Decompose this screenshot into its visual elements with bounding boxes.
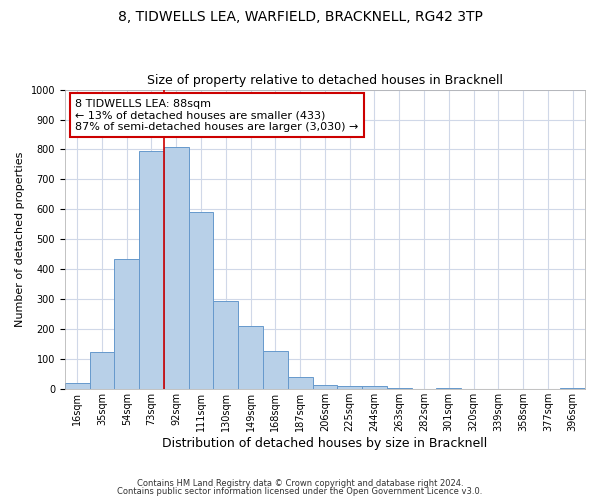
- Title: Size of property relative to detached houses in Bracknell: Size of property relative to detached ho…: [147, 74, 503, 87]
- Text: Contains public sector information licensed under the Open Government Licence v3: Contains public sector information licen…: [118, 487, 482, 496]
- Bar: [288, 376, 313, 389]
- Bar: [65, 383, 89, 389]
- Bar: [188, 212, 214, 389]
- Text: 8 TIDWELLS LEA: 88sqm
← 13% of detached houses are smaller (433)
87% of semi-det: 8 TIDWELLS LEA: 88sqm ← 13% of detached …: [75, 98, 359, 132]
- Bar: [362, 386, 387, 389]
- Bar: [387, 388, 412, 389]
- Bar: [436, 388, 461, 389]
- Bar: [139, 151, 164, 389]
- Text: 8, TIDWELLS LEA, WARFIELD, BRACKNELL, RG42 3TP: 8, TIDWELLS LEA, WARFIELD, BRACKNELL, RG…: [118, 10, 482, 24]
- X-axis label: Distribution of detached houses by size in Bracknell: Distribution of detached houses by size …: [162, 437, 488, 450]
- Bar: [115, 259, 139, 389]
- Y-axis label: Number of detached properties: Number of detached properties: [15, 152, 25, 327]
- Bar: [164, 147, 188, 389]
- Bar: [263, 351, 288, 389]
- Bar: [337, 386, 362, 389]
- Bar: [214, 302, 238, 389]
- Bar: [560, 388, 585, 389]
- Bar: [313, 384, 337, 389]
- Text: Contains HM Land Registry data © Crown copyright and database right 2024.: Contains HM Land Registry data © Crown c…: [137, 478, 463, 488]
- Bar: [89, 352, 115, 389]
- Bar: [238, 326, 263, 389]
